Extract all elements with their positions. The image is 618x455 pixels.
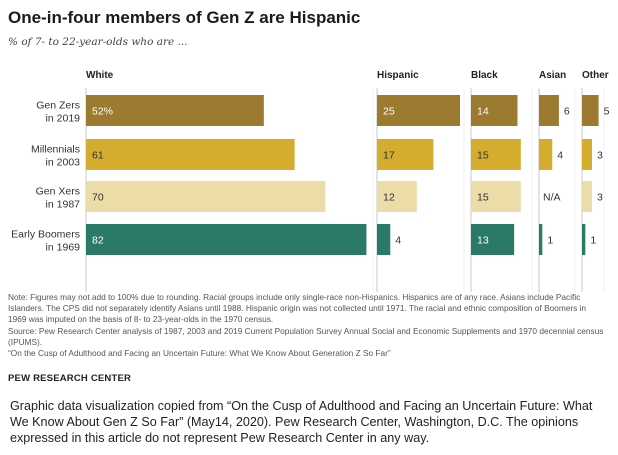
- value-label: 14: [477, 106, 489, 118]
- value-label: 4: [557, 150, 563, 162]
- category-label: in 2019: [46, 113, 81, 125]
- bar: [377, 139, 434, 170]
- value-label: 52%: [92, 106, 113, 118]
- bar: [471, 181, 521, 212]
- value-label: 13: [477, 235, 489, 247]
- value-label: 3: [597, 150, 603, 162]
- value-label: 15: [477, 150, 489, 162]
- value-label: 5: [604, 106, 610, 118]
- bar: [582, 95, 599, 126]
- series-header: White: [86, 70, 114, 81]
- chart-subtitle: % of 7- to 22-year-olds who are ...: [8, 36, 188, 48]
- note-text: Note: Figures may not add to 100% due to…: [8, 292, 587, 325]
- value-label: N/A: [543, 192, 561, 204]
- value-label: 6: [564, 106, 570, 118]
- bar: [86, 139, 295, 170]
- bar: [471, 95, 518, 126]
- bar: [377, 181, 417, 212]
- bar: [539, 224, 543, 255]
- value-label: 17: [383, 150, 395, 162]
- value-label: 25: [383, 106, 395, 118]
- category-label: Gen Xers: [36, 186, 80, 198]
- value-label: 1: [590, 235, 596, 247]
- bar: [471, 224, 515, 255]
- value-label: 70: [92, 192, 104, 204]
- report-title-text: “On the Cusp of Adulthood and Facing an …: [8, 348, 391, 359]
- category-label: in 2003: [46, 157, 81, 169]
- bar: [86, 95, 264, 126]
- bar: [377, 224, 391, 255]
- bar: [582, 181, 592, 212]
- bar: [539, 95, 559, 126]
- value-label: 15: [477, 192, 489, 204]
- bar: [86, 181, 326, 212]
- bar: [539, 139, 553, 170]
- category-label: Millennials: [31, 144, 80, 156]
- category-label: Gen Zers: [36, 100, 80, 112]
- bar: [582, 139, 592, 170]
- value-label: 61: [92, 150, 104, 162]
- value-label: 4: [395, 235, 401, 247]
- notes-block: Note: Figures may not add to 100% due to…: [8, 292, 606, 359]
- series-header: Hispanic: [377, 70, 419, 81]
- bar: [377, 95, 460, 126]
- value-label: 1: [547, 235, 553, 247]
- series-header: Asian: [539, 70, 566, 81]
- chart-title: One-in-four members of Gen Z are Hispani…: [8, 8, 361, 27]
- source-brand: PEW RESEARCH CENTER: [8, 373, 132, 384]
- bar: [582, 224, 586, 255]
- series-header: Other: [582, 70, 609, 81]
- bar: [471, 139, 521, 170]
- category-label: Early Boomers: [11, 229, 80, 241]
- category-label: in 1969: [46, 242, 81, 254]
- source-text: Source: Pew Research Center analysis of …: [8, 325, 604, 347]
- series-header: Black: [471, 70, 498, 81]
- bar: [86, 224, 367, 255]
- image-caption: Graphic data visualization copied from “…: [10, 399, 593, 445]
- value-label: 82: [92, 235, 104, 247]
- value-label: 12: [383, 192, 395, 204]
- value-label: 3: [597, 192, 603, 204]
- category-label: in 1987: [46, 199, 81, 211]
